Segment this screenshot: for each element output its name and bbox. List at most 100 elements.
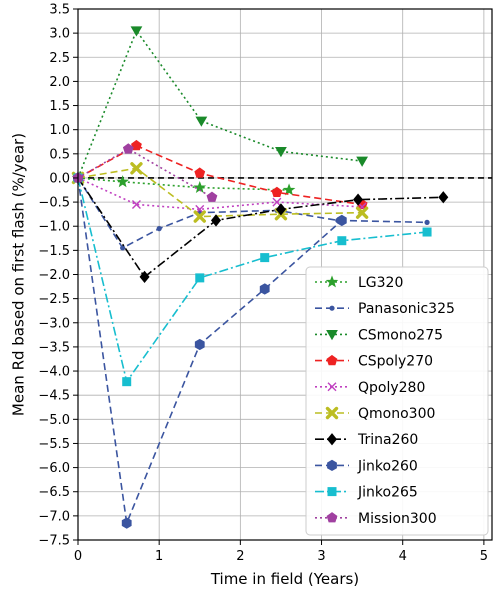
- y-tick-label: −3.0: [38, 316, 70, 331]
- legend-entry-qmono300: Qmono300: [315, 406, 435, 422]
- data-point-jinko260: [194, 338, 205, 351]
- legend-label: LG320: [358, 275, 403, 291]
- y-tick-label: −0.5: [38, 196, 70, 211]
- y-tick-label: 0.5: [49, 147, 70, 162]
- y-tick-label: −7.0: [38, 509, 70, 524]
- x-marker-stroke: [325, 406, 339, 420]
- legend-marker: [327, 382, 337, 392]
- series-line-qmono300: [77, 167, 363, 218]
- data-point-jinko265: [337, 236, 347, 246]
- y-tick-label: −6.5: [38, 485, 70, 500]
- y-tick-label: −2.5: [38, 292, 70, 307]
- data-point-csmono275: [130, 26, 143, 37]
- y-tick-label: −3.5: [38, 340, 70, 355]
- data-point-panasonic325: [424, 219, 430, 225]
- axis-ticks: 0 1 2 3 4 5 3.5 3.0 2.5 2.0 1.5 1.0 0.5 0.0 −0.5 −1.0 −1…: [38, 3, 488, 565]
- data-point-panasonic325: [156, 226, 162, 232]
- series-group: [71, 26, 449, 529]
- y-tick-label: −5.5: [38, 437, 70, 452]
- y-tick-label: 2.5: [49, 51, 70, 66]
- y-axis-label: Mean Rd based on first flash (%/year): [9, 133, 27, 416]
- data-point-cspoly270: [271, 186, 283, 198]
- x-tick-label: 1: [155, 549, 163, 564]
- series-line-csmono275: [77, 29, 363, 179]
- y-tick-label: 3.5: [49, 3, 70, 18]
- data-point-jinko265: [122, 377, 132, 387]
- data-point-jinko260: [336, 214, 347, 227]
- legend-label: Panasonic325: [358, 301, 455, 317]
- y-tick-label: −4.5: [38, 389, 70, 404]
- data-point-trina260: [139, 270, 150, 284]
- data-point-trina260: [438, 191, 449, 204]
- series-csmono275: [72, 26, 369, 184]
- y-tick-label: 0.0: [49, 171, 70, 186]
- legend-marker: [326, 512, 338, 523]
- data-point-panasonic325: [120, 245, 126, 251]
- legend-marker: [325, 275, 339, 288]
- legend-box: [305, 266, 489, 536]
- data-point-cspoly270: [131, 139, 142, 151]
- data-point-mission300: [206, 191, 218, 202]
- legend-label: Qpoly280: [358, 380, 425, 396]
- y-tick-label: −1.0: [38, 220, 70, 235]
- x-marker-stroke: [355, 206, 369, 219]
- legend-marker: [326, 329, 338, 341]
- y-tick-label: 3.0: [49, 27, 70, 42]
- y-tick-label: −2.0: [38, 268, 70, 283]
- legend-marker: [325, 406, 339, 420]
- data-point-jinko260: [121, 517, 132, 529]
- data-point-jinko265: [422, 227, 432, 237]
- data-point-qpoly280: [272, 197, 282, 207]
- series-line-mission300: [77, 148, 213, 198]
- x-marker-stroke: [193, 210, 206, 223]
- data-point-jinko260: [259, 283, 270, 295]
- legend-label: Jinko265: [357, 485, 418, 501]
- y-tick-label: −6.0: [38, 461, 70, 476]
- data-point-mission300: [122, 143, 134, 154]
- y-tick-label: 2.0: [49, 75, 70, 90]
- y-tick-label: −5.0: [38, 413, 70, 428]
- series-line-trina260: [77, 177, 444, 279]
- legend-label: Trina260: [357, 432, 418, 448]
- data-point-csmono275: [356, 156, 369, 167]
- data-point-trina260: [275, 203, 286, 216]
- data-point-jinko265: [260, 253, 270, 263]
- data-point-trina260: [353, 193, 364, 206]
- series-line-lg320: [77, 177, 290, 191]
- x-tick-label: 3: [317, 549, 325, 564]
- series-line-jinko260: [77, 177, 343, 527]
- legend-entry-cspoly270: CSpoly270: [315, 354, 433, 370]
- legend-entry-panasonic325: Panasonic325: [315, 301, 455, 317]
- data-point-trina260: [210, 214, 222, 227]
- x-axis-label: Time in field (Years): [210, 570, 359, 588]
- data-point-cspoly270: [194, 167, 206, 178]
- data-point-csmono275: [195, 116, 208, 127]
- data-point-qpoly280: [131, 200, 141, 209]
- x-tick-label: 2: [236, 549, 244, 564]
- legend-label: Mission300: [358, 511, 437, 527]
- legend-entry-trina260: Trina260: [315, 432, 418, 448]
- legend-marker: [327, 487, 337, 497]
- y-tick-label: −7.5: [38, 534, 70, 549]
- x-tick-label: 4: [399, 549, 407, 564]
- legend-entry-jinko260: Jinko260: [315, 458, 418, 474]
- legend-entry-jinko265: Jinko265: [315, 485, 418, 501]
- data-point-qmono300: [193, 210, 206, 223]
- y-tick-label: −4.0: [38, 365, 70, 380]
- legend: LG320 Panasonic325 CSmono275 CSpoly270 Qpoly…: [305, 266, 489, 536]
- legend-marker: [327, 459, 337, 472]
- legend-entry-csmono275: CSmono275: [315, 327, 443, 343]
- series-line-cspoly270: [77, 144, 363, 206]
- data-point-lg320: [116, 175, 129, 188]
- data-point-lg320: [282, 183, 296, 196]
- legend-label: Qmono300: [358, 406, 435, 422]
- x-marker-stroke: [130, 162, 143, 175]
- y-tick-label: 1.5: [49, 99, 70, 114]
- data-point-csmono275: [275, 147, 287, 158]
- x-tick-label: 5: [480, 549, 488, 564]
- legend-marker: [326, 354, 338, 366]
- y-tick-label: 1.0: [49, 123, 70, 138]
- data-point-jinko265: [195, 273, 205, 283]
- legend-entry-lg320: LG320: [315, 275, 403, 291]
